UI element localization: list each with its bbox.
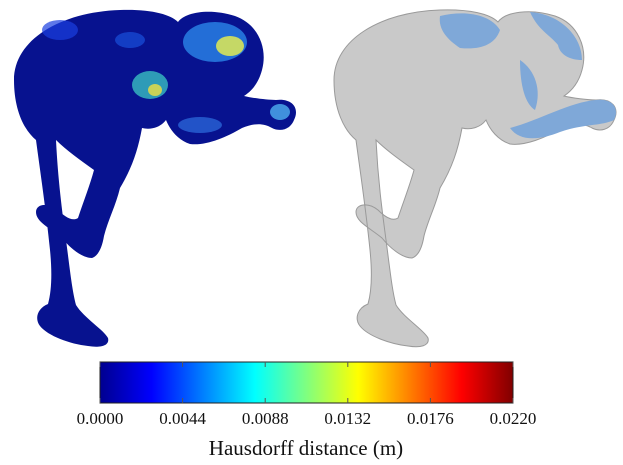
figure: Hausdorff distance (m) 0.0000 0.0044 0.008… [0,0,623,465]
tick-label: 0.0132 [324,409,371,428]
page: {"colorbar": { "label": "Hausdorff dista… [0,0,623,465]
tick-label: 0.0088 [242,409,289,428]
tick-label: 0.0000 [77,409,124,428]
tick-label: 0.0044 [159,409,206,428]
colorbar-gradient [100,362,513,403]
tick-label: 0.0220 [490,409,537,428]
right-rendering [334,10,616,347]
left-rendering [14,10,296,347]
colorbar-label: Hausdorff distance (m) [209,436,403,460]
tick-label: 0.0176 [407,409,454,428]
